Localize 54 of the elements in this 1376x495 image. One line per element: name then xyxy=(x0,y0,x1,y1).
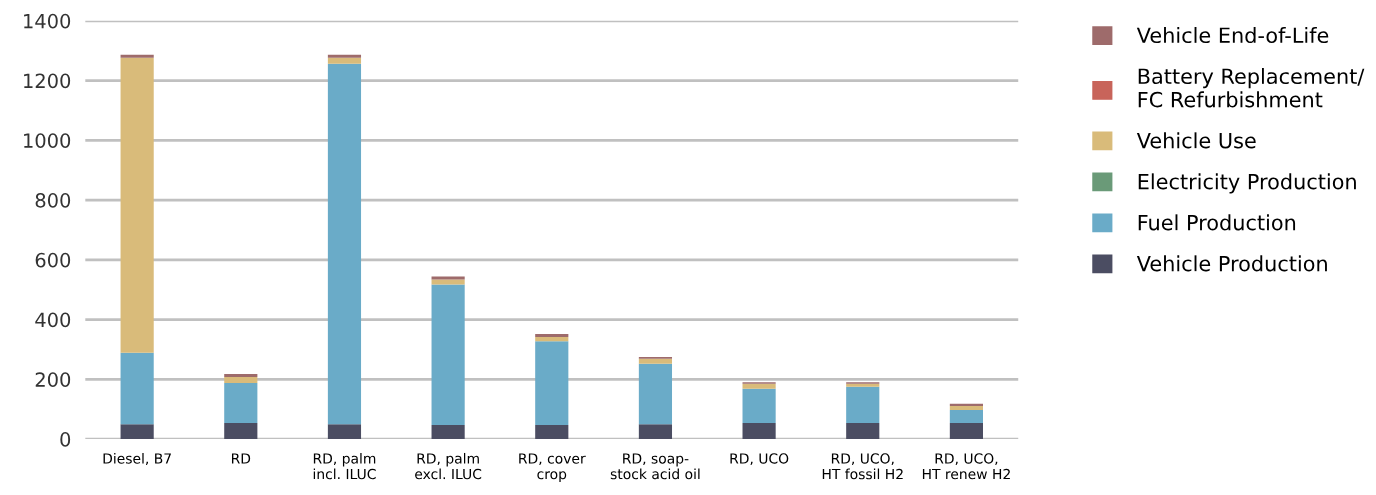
bar xyxy=(949,422,983,440)
bar xyxy=(224,376,258,383)
y-tick-label: 400 xyxy=(35,312,71,328)
bar xyxy=(742,383,776,389)
bar xyxy=(742,422,776,440)
bar xyxy=(431,425,465,440)
bar xyxy=(949,403,983,406)
legend-label: Vehicle Use xyxy=(1136,132,1256,149)
x-tick-label: RD, UCO, HT fossil H2 xyxy=(822,453,903,480)
bar xyxy=(431,276,465,280)
bar xyxy=(120,352,154,425)
legend-label: Vehicle End-of-Life xyxy=(1136,27,1329,44)
bar xyxy=(638,363,673,425)
x-tick-label: Diesel, B7 xyxy=(103,452,171,466)
bar xyxy=(846,386,880,423)
bar xyxy=(120,54,154,58)
legend-label: Battery Replacement/ FC Refurbishment xyxy=(1138,67,1365,108)
bar xyxy=(120,424,154,440)
bar xyxy=(224,382,258,423)
y-tick-label: 0 xyxy=(60,432,71,447)
bar xyxy=(846,422,880,440)
y-tick-label: 1400 xyxy=(24,13,71,29)
y-tick-label: 800 xyxy=(35,193,71,208)
y-tick-label: 1200 xyxy=(24,73,71,89)
x-tick-label: RD, UCO, HT renew H2 xyxy=(922,453,1010,480)
bar xyxy=(224,373,258,377)
legend-label: Electricity Production xyxy=(1138,173,1356,194)
bar xyxy=(431,284,465,426)
bar xyxy=(224,422,258,440)
bar xyxy=(535,341,569,426)
bar xyxy=(638,358,673,364)
y-tick-label: 600 xyxy=(35,252,71,268)
bar xyxy=(120,57,154,353)
x-tick-label: RD, cover crop xyxy=(519,453,586,482)
bar xyxy=(949,410,983,423)
bar xyxy=(327,57,362,64)
bar xyxy=(327,63,362,425)
x-tick-label: RD, palm excl. ILUC xyxy=(415,452,482,480)
x-tick-label: RD xyxy=(231,453,251,464)
y-tick-label: 1000 xyxy=(24,133,71,148)
legend-label: Fuel Production xyxy=(1138,214,1296,231)
legend-label: Vehicle Production xyxy=(1136,255,1327,272)
bar xyxy=(535,333,569,337)
bar xyxy=(535,425,569,440)
bar xyxy=(327,424,362,440)
bar xyxy=(638,424,673,440)
x-tick-label: RD, UCO xyxy=(730,453,789,466)
x-tick-label: RD, soap- stock acid oil xyxy=(610,453,700,480)
bar xyxy=(949,405,983,411)
x-tick-label: RD, palm incl. ILUC xyxy=(313,452,376,480)
bar xyxy=(431,279,465,285)
bar xyxy=(742,388,776,423)
bar xyxy=(327,54,362,58)
y-tick-label: 200 xyxy=(35,372,71,387)
